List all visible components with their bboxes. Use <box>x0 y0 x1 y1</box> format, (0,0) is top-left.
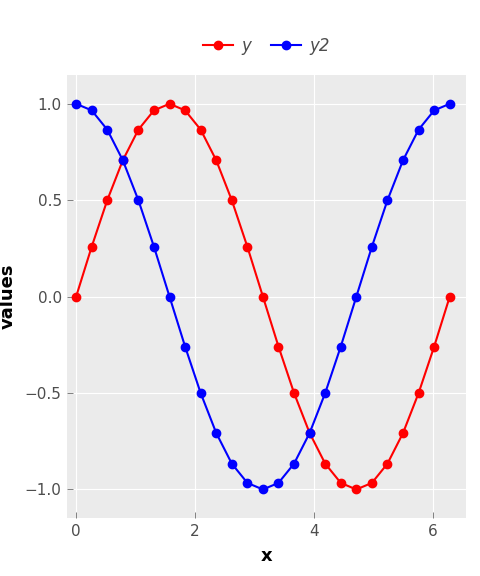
X-axis label: x: x <box>261 547 272 565</box>
Legend: y, y2: y, y2 <box>196 30 336 61</box>
Y-axis label: values: values <box>0 264 16 329</box>
